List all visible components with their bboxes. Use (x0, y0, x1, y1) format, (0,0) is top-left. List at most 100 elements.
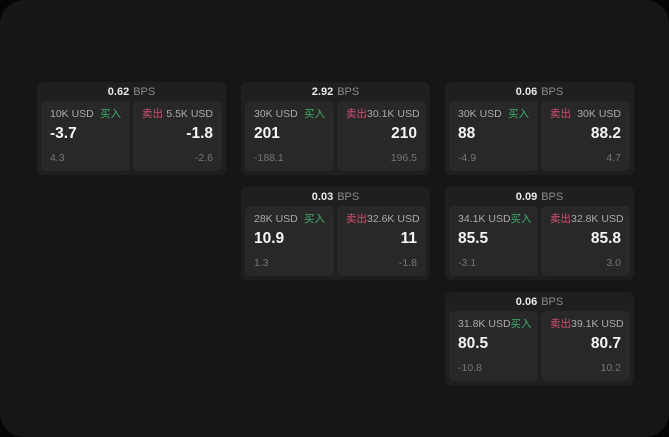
card-header: 0.06 BPS (449, 84, 630, 101)
buy-sub-value: 1.3 (254, 257, 269, 269)
sell-quote-tile[interactable]: 卖出 5.5K USD -1.8 -2.6 (133, 101, 222, 171)
buy-price: 201 (254, 125, 280, 142)
sell-amount: 5.5K USD (166, 108, 213, 120)
sell-amount: 39.1K USD (571, 318, 624, 330)
buy-quote-tile[interactable]: 31.8K USD 买入 80.5 -10.8 (449, 311, 538, 381)
sell-tile-header: 卖出 39.1K USD (550, 318, 624, 331)
sell-quote-tile[interactable]: 卖出 32.8K USD 85.8 3.0 (541, 206, 630, 276)
buy-sub-value: -3.1 (458, 257, 477, 269)
sell-amount: 32.6K USD (367, 213, 420, 225)
sell-side-label: 卖出 (142, 108, 163, 120)
quote-tiles: 28K USD 买入 10.9 1.3 卖出 32.6K USD 11 -1.8 (245, 206, 426, 276)
buy-side-label: 买入 (100, 108, 121, 120)
sell-tile-header: 卖出 32.6K USD (346, 213, 420, 226)
buy-amount: 30K USD (254, 108, 298, 120)
sell-price: 11 (400, 230, 417, 247)
buy-price: 88 (458, 125, 476, 142)
buy-amount: 30K USD (458, 108, 502, 120)
buy-amount: 34.1K USD (458, 213, 511, 225)
spread-bps-value: 0.09 (515, 191, 538, 203)
card-header: 2.92 BPS (245, 84, 426, 101)
spread-bps-value: 0.06 (515, 296, 538, 308)
spread-bps-unit: BPS (541, 191, 564, 203)
sell-sub-value: 196.5 (390, 152, 417, 164)
sell-price: -1.8 (186, 125, 213, 142)
buy-side-label: 买入 (510, 318, 532, 330)
buy-quote-tile[interactable]: 30K USD 买入 88 -4.9 (449, 101, 538, 171)
sell-tile-header: 卖出 32.8K USD (550, 213, 624, 226)
buy-amount: 10K USD (50, 108, 94, 120)
sell-side-label: 卖出 (550, 318, 571, 330)
quote-tiles: 30K USD 买入 88 -4.9 卖出 30K USD 88.2 4.7 (449, 101, 630, 171)
card-header: 0.09 BPS (449, 189, 630, 206)
buy-tile-header: 34.1K USD 买入 (458, 213, 532, 226)
buy-quote-tile[interactable]: 28K USD 买入 10.9 1.3 (245, 206, 334, 276)
spread-bps-value: 0.03 (311, 191, 334, 203)
spread-bps-unit: BPS (337, 191, 360, 203)
quote-card: 0.09 BPS 34.1K USD 买入 85.5 -3.1 卖出 32.8K… (445, 187, 634, 280)
sell-sub-value: 10.2 (600, 362, 621, 374)
spread-bps-unit: BPS (541, 296, 564, 308)
sell-quote-tile[interactable]: 卖出 39.1K USD 80.7 10.2 (541, 311, 630, 381)
quote-tiles: 31.8K USD 买入 80.5 -10.8 卖出 39.1K USD 80.… (449, 311, 630, 381)
sell-sub-value: 4.7 (606, 152, 621, 164)
buy-price: 80.5 (458, 335, 489, 352)
sell-side-label: 卖出 (346, 213, 367, 225)
quote-card: 0.06 BPS 31.8K USD 买入 80.5 -10.8 卖出 39.1… (445, 292, 634, 385)
buy-side-label: 买入 (304, 108, 325, 120)
spread-bps-unit: BPS (133, 86, 156, 98)
sell-price: 85.8 (590, 230, 621, 247)
buy-tile-header: 10K USD 买入 (50, 108, 121, 121)
buy-tile-header: 30K USD 买入 (458, 108, 529, 121)
buy-amount: 31.8K USD (458, 318, 511, 330)
quote-tiles: 10K USD 买入 -3.7 4.3 卖出 5.5K USD -1.8 -2.… (41, 101, 222, 171)
spread-bps-value: 0.62 (107, 86, 130, 98)
buy-quote-tile[interactable]: 30K USD 买入 201 -188.1 (245, 101, 334, 171)
buy-quote-tile[interactable]: 34.1K USD 买入 85.5 -3.1 (449, 206, 538, 276)
buy-tile-header: 31.8K USD 买入 (458, 318, 532, 331)
buy-quote-tile[interactable]: 10K USD 买入 -3.7 4.3 (41, 101, 130, 171)
buy-amount: 28K USD (254, 213, 298, 225)
sell-tile-header: 卖出 30K USD (550, 108, 621, 121)
buy-side-label: 买入 (304, 213, 325, 225)
buy-sub-value: 4.3 (50, 152, 65, 164)
buy-side-label: 买入 (510, 213, 532, 225)
card-header: 0.62 BPS (41, 84, 222, 101)
cards-grid: 0.62 BPS 10K USD 买入 -3.7 4.3 卖出 5.5K USD… (37, 82, 634, 385)
sell-tile-header: 卖出 5.5K USD (142, 108, 213, 121)
sell-tile-header: 卖出 30.1K USD (346, 108, 420, 121)
buy-price: 85.5 (458, 230, 489, 247)
quote-card: 0.03 BPS 28K USD 买入 10.9 1.3 卖出 32.6K US… (241, 187, 430, 280)
sell-sub-value: -1.8 (398, 257, 417, 269)
spread-bps-value: 0.06 (515, 86, 538, 98)
buy-price: -3.7 (50, 125, 77, 142)
spread-bps-unit: BPS (541, 86, 564, 98)
buy-price: 10.9 (254, 230, 285, 247)
sell-price: 88.2 (590, 125, 621, 142)
quote-card: 0.62 BPS 10K USD 买入 -3.7 4.3 卖出 5.5K USD… (37, 82, 226, 175)
buy-sub-value: -188.1 (254, 152, 284, 164)
buy-sub-value: -10.8 (458, 362, 482, 374)
sell-amount: 30K USD (577, 108, 621, 120)
sell-quote-tile[interactable]: 卖出 32.6K USD 11 -1.8 (337, 206, 426, 276)
quote-tiles: 34.1K USD 买入 85.5 -3.1 卖出 32.8K USD 85.8… (449, 206, 630, 276)
card-header: 0.03 BPS (245, 189, 426, 206)
buy-tile-header: 30K USD 买入 (254, 108, 325, 121)
buy-tile-header: 28K USD 买入 (254, 213, 325, 226)
card-header: 0.06 BPS (449, 294, 630, 311)
quote-card: 0.06 BPS 30K USD 买入 88 -4.9 卖出 30K USD 8… (445, 82, 634, 175)
buy-side-label: 买入 (508, 108, 529, 120)
spread-bps-unit: BPS (337, 86, 360, 98)
sell-price: 210 (391, 125, 417, 142)
sell-side-label: 卖出 (550, 213, 571, 225)
spread-bps-value: 2.92 (311, 86, 334, 98)
sell-amount: 30.1K USD (367, 108, 420, 120)
sell-side-label: 卖出 (550, 108, 571, 120)
sell-quote-tile[interactable]: 卖出 30K USD 88.2 4.7 (541, 101, 630, 171)
sell-price: 80.7 (590, 335, 621, 352)
quote-card: 2.92 BPS 30K USD 买入 201 -188.1 卖出 30.1K … (241, 82, 430, 175)
buy-sub-value: -4.9 (458, 152, 477, 164)
sell-quote-tile[interactable]: 卖出 30.1K USD 210 196.5 (337, 101, 426, 171)
quote-tiles: 30K USD 买入 201 -188.1 卖出 30.1K USD 210 1… (245, 101, 426, 171)
